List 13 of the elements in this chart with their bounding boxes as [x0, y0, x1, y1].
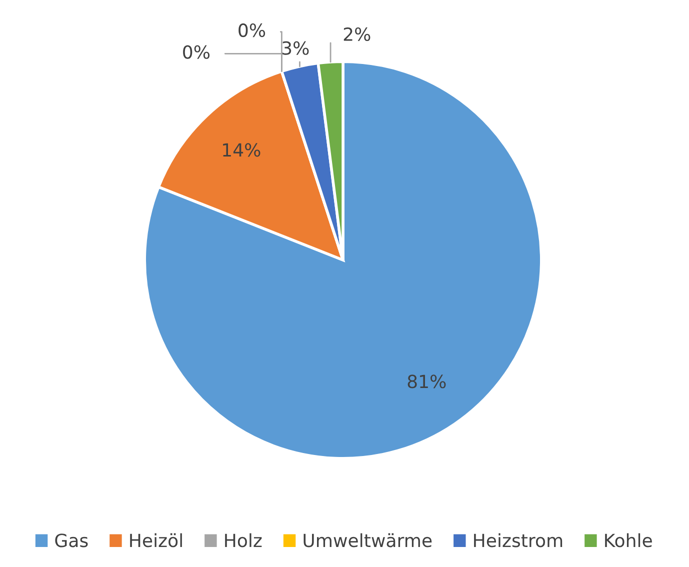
data-label: 2%	[344, 27, 370, 42]
data-label: 3%	[282, 41, 309, 55]
pie-slice	[143, 60, 543, 460]
text: 0%	[183, 45, 210, 59]
legend-label: Kohle	[605, 533, 652, 548]
legend-label: Umweltwärme	[304, 533, 432, 548]
legend-label: Gas	[55, 534, 88, 548]
legend-label: Holz	[225, 533, 262, 548]
data-label: 81%	[408, 374, 446, 388]
legend-label: Heizöl	[130, 533, 182, 548]
text: 0%	[238, 23, 266, 38]
legend-label: Heizstrom	[474, 533, 562, 548]
data-label: 14%	[223, 143, 260, 157]
